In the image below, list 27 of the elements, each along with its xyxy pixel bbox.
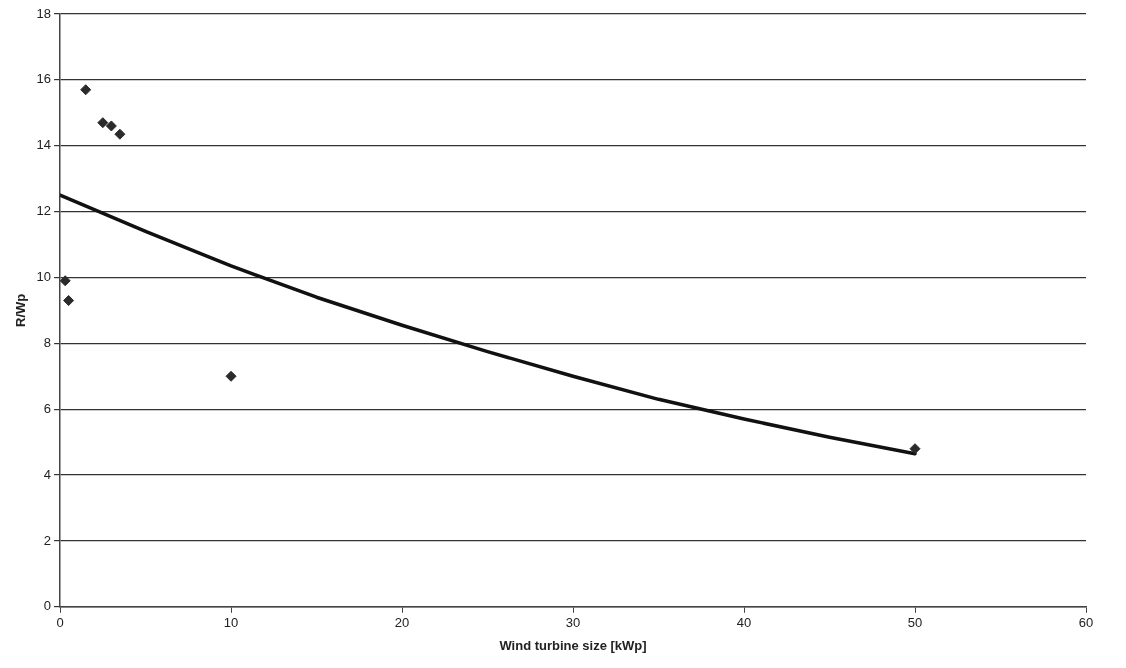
y-tick-label: 14 (36, 137, 52, 153)
y-axis-title: R/Wp (13, 293, 29, 328)
point (60, 275, 71, 287)
x-tick-label: 40 (736, 615, 752, 631)
x-tick-label: 10 (223, 615, 239, 631)
x-tick-label: 50 (907, 615, 923, 631)
y-tick-label: 10 (36, 269, 52, 285)
point (63, 295, 75, 307)
x-tick-label: 20 (394, 615, 410, 631)
point (114, 128, 126, 140)
y-tick-label: 16 (36, 71, 52, 87)
y-tick-label: 12 (36, 203, 52, 219)
point (97, 117, 109, 129)
point (80, 84, 92, 96)
y-tick-label: 18 (36, 5, 52, 21)
y-tick-label: 0 (43, 598, 52, 614)
point (105, 120, 117, 132)
y-tick-label: 6 (43, 400, 52, 416)
x-axis-title: Wind turbine size [kWp] (499, 637, 647, 653)
x-tick-label: 60 (1078, 615, 1094, 631)
y-tick-label: 2 (43, 532, 52, 548)
y-tick-label: 4 (43, 466, 52, 482)
x-tick-label: 30 (565, 615, 581, 631)
x-tick-label: 0 (56, 615, 64, 631)
point (909, 443, 921, 455)
y-tick-label: 8 (43, 334, 52, 350)
point (225, 370, 237, 382)
